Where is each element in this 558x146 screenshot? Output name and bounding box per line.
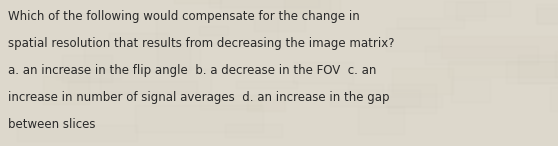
Bar [199, 26, 228, 35]
Bar [456, 2, 485, 20]
Bar [348, 84, 383, 98]
Bar [254, 13, 305, 31]
Bar [174, 0, 221, 3]
Bar [388, 84, 436, 113]
Bar [247, 100, 285, 111]
Bar [109, 33, 168, 41]
Bar [541, 13, 558, 25]
Bar [23, 64, 99, 88]
Bar [441, 36, 558, 58]
Bar [533, 18, 558, 38]
Bar [59, 63, 111, 79]
Bar [43, 76, 89, 104]
Bar [506, 61, 558, 83]
Bar [62, 55, 112, 82]
Bar [18, 73, 117, 96]
Text: Which of the following would compensate for the change in: Which of the following would compensate … [8, 10, 360, 23]
Bar [168, 84, 200, 104]
Bar [522, 35, 558, 44]
Text: increase in number of signal averages  d. an increase in the gap: increase in number of signal averages d.… [8, 91, 390, 104]
Bar [209, 0, 319, 7]
Bar [518, 55, 558, 84]
Bar [156, 18, 278, 44]
Bar [200, 94, 261, 109]
Bar [555, 51, 558, 77]
Bar [225, 124, 282, 137]
Bar [330, 90, 421, 106]
Bar [17, 125, 137, 141]
Bar [56, 68, 121, 79]
Bar [100, 69, 211, 93]
Bar [392, 68, 453, 94]
Text: spatial resolution that results from decreasing the image matrix?: spatial resolution that results from dec… [8, 37, 395, 50]
Bar [550, 87, 558, 111]
Bar [536, 4, 558, 23]
Bar [397, 18, 464, 28]
Bar [171, 100, 228, 118]
Bar [480, 39, 558, 47]
Bar [444, 1, 509, 16]
Bar [340, 8, 388, 24]
Bar [537, 8, 558, 24]
Text: between slices: between slices [8, 118, 96, 131]
Bar [236, 81, 297, 88]
Bar [293, 62, 353, 83]
Bar [68, 81, 197, 94]
Bar [205, 79, 261, 107]
Bar [341, 113, 370, 134]
Bar [220, 0, 330, 11]
Bar [451, 79, 490, 101]
Text: a. an increase in the flip angle  b. a decrease in the FOV  c. an: a. an increase in the flip angle b. a de… [8, 64, 377, 77]
Bar [302, 24, 411, 53]
Bar [284, 0, 339, 13]
Bar [84, 46, 190, 72]
Bar [358, 107, 404, 134]
Bar [208, 0, 344, 9]
Bar [386, 96, 441, 107]
Bar [386, 28, 439, 51]
Bar [448, 61, 558, 77]
Bar [237, 108, 329, 116]
Bar [375, 69, 420, 98]
Bar [135, 105, 263, 132]
Bar [425, 46, 538, 64]
Bar [523, 116, 558, 126]
Bar [157, 42, 200, 67]
Bar [462, 89, 558, 106]
